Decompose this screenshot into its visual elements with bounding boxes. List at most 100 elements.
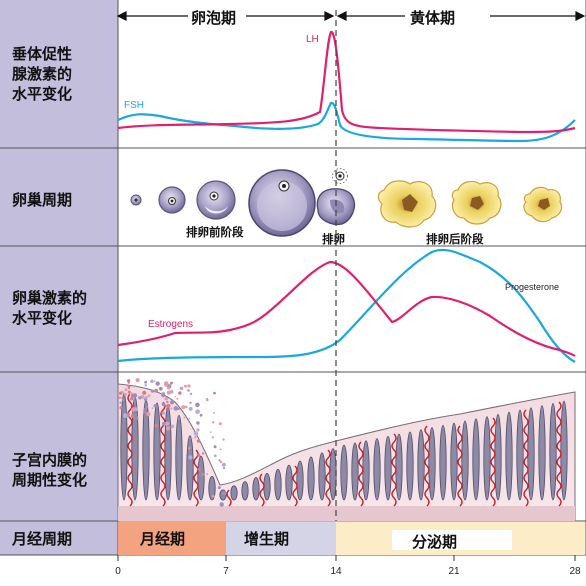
shedding-particle [144, 396, 148, 400]
endometrial-gland [538, 405, 546, 501]
shedding-particle [124, 388, 128, 392]
shedding-particle [119, 406, 123, 410]
shedding-particle [146, 411, 151, 417]
ovarian-hormone-chart: Estrogens Progesterone [117, 248, 576, 363]
corpus-luteum-mid-icon [451, 180, 502, 225]
shedding-particle [170, 400, 175, 405]
shedding-particle [212, 421, 215, 424]
shedding-particle [144, 384, 148, 387]
shedding-particle [166, 403, 171, 409]
shedding-particle [123, 392, 127, 396]
endometrial-gland [406, 431, 414, 501]
shedding-particle [161, 411, 166, 415]
progesterone-curve [117, 248, 576, 363]
shedding-particle [217, 486, 221, 490]
endometrial-gland [318, 452, 326, 501]
shedding-particle [206, 473, 209, 476]
shedding-particle [173, 406, 179, 411]
top-phase-arrows [116, 11, 586, 21]
shedding-particle [127, 390, 131, 394]
endometrial-gland [197, 455, 205, 501]
label-column [0, 0, 118, 555]
shedding-particle [196, 421, 200, 425]
endometrial-gland [472, 418, 480, 501]
follicular-phase-label: 卵泡期 [191, 9, 237, 27]
row-label-pituitary: 垂体促性 腺激素的 水平变化 [12, 45, 73, 103]
shedding-particle [145, 405, 149, 409]
shedding-particle [183, 416, 186, 419]
spiral-artery [523, 409, 529, 507]
endometrial-gland [131, 396, 139, 501]
pre-ovulation-label: 排卵前阶段 [186, 225, 244, 239]
endometrial-gland [307, 456, 315, 501]
shedding-particle [158, 386, 163, 391]
shedding-particle [195, 402, 200, 408]
shedding-particle [187, 389, 190, 392]
estrogen-curve [117, 260, 576, 357]
spiral-artery [292, 465, 298, 507]
shedding-particle [135, 378, 140, 383]
endometrial-gland [417, 429, 425, 501]
spiral-artery [556, 401, 562, 507]
endometrial-gland [263, 472, 271, 501]
endometrial-gland [494, 414, 502, 501]
row-label-endometrium: 子宫内膜的 周期性变化 [12, 451, 88, 489]
shedding-particle [193, 431, 199, 436]
shedding-particle [188, 417, 191, 420]
shedding-particle [213, 391, 216, 395]
shedding-particle [199, 413, 203, 417]
endometrial-gland [252, 477, 260, 501]
lh-label: LH [306, 34, 319, 45]
lh-curve [117, 30, 576, 134]
shedding-particle [176, 416, 180, 420]
shedding-particle [196, 439, 201, 443]
shedding-particle [130, 392, 133, 395]
fsh-curve [117, 101, 576, 143]
shedding-particle [188, 455, 193, 460]
shedding-particle [154, 388, 159, 393]
shedding-particle [197, 467, 201, 471]
endometrial-gland [395, 433, 403, 501]
endometrial-gland [285, 464, 293, 501]
shedding-particle [197, 453, 201, 457]
luteal-phase-label: 黄体期 [410, 9, 456, 27]
endometrial-gland [527, 407, 535, 501]
shedding-particle [222, 491, 227, 496]
proliferative-segment [226, 522, 336, 555]
shedding-particle [131, 407, 136, 412]
shedding-particle [128, 387, 130, 390]
shedding-particle [119, 401, 122, 404]
endometrial-gland [340, 444, 348, 501]
ovulation-label: 排卵 [322, 232, 345, 246]
shedding-particle [181, 405, 186, 410]
shedding-particle [187, 384, 191, 388]
pituitary-hormone-chart: LH FSH [117, 30, 576, 143]
endometrial-gland [439, 425, 447, 501]
shedding-particle [154, 423, 159, 428]
shedding-particle [165, 426, 171, 431]
tick-label-14: 14 [330, 566, 342, 577]
shedding-particle [190, 437, 193, 440]
shedding-particle [188, 406, 193, 411]
row-label-ovarian-hormones: 卵巢激素的 水平变化 [12, 289, 88, 327]
primary-follicle-icon [158, 186, 186, 214]
shedding-particle [151, 407, 154, 409]
shedding-particle [132, 393, 138, 398]
shedding-particle [170, 407, 173, 410]
endometrial-gland [505, 411, 513, 501]
endometrial-gland [549, 403, 557, 501]
post-ovulation-label: 排卵后阶段 [426, 232, 484, 246]
shedding-particle [130, 414, 135, 418]
shedding-particle [213, 445, 217, 449]
shedding-particle [167, 386, 171, 390]
shedding-particle [142, 395, 145, 398]
secretory-label: 分泌期 [412, 533, 458, 551]
shedding-particle [201, 472, 205, 477]
shedding-particle [209, 431, 212, 433]
ovarian-follicle-stages: 排卵前阶段 排卵 排卵后阶段 [130, 168, 563, 246]
x-axis-labels: 0 7 14 21 28 [115, 566, 581, 577]
secondary-follicle-icon [196, 180, 236, 220]
spiral-artery [193, 449, 199, 507]
shedding-particle [219, 502, 224, 507]
shedding-particle [164, 397, 168, 401]
